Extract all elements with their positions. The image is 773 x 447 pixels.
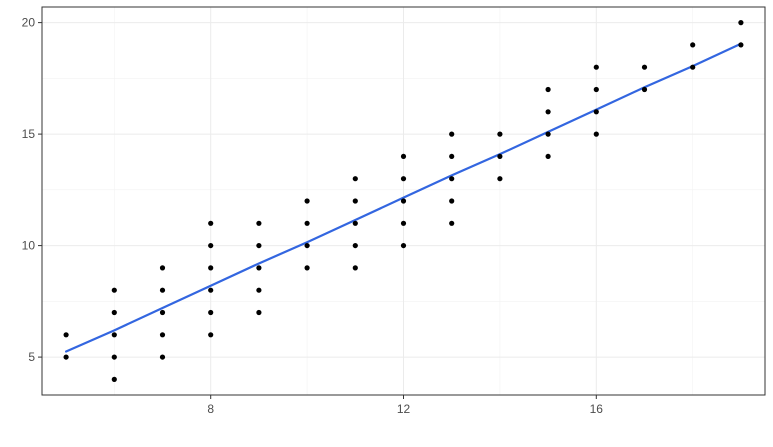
data-point <box>208 220 214 226</box>
data-point <box>111 354 117 360</box>
trend-line-group <box>65 42 742 353</box>
y-tick-label: 15 <box>22 127 36 141</box>
data-point <box>400 153 407 160</box>
data-point <box>352 242 358 249</box>
data-point <box>256 287 262 293</box>
data-point <box>449 198 455 204</box>
y-tick-label: 20 <box>22 16 36 30</box>
data-point <box>304 198 310 204</box>
data-point <box>304 220 310 226</box>
data-point <box>208 242 214 249</box>
data-point <box>208 309 214 316</box>
data-point <box>593 131 599 137</box>
data-point <box>497 176 503 182</box>
data-point <box>159 309 166 316</box>
data-point <box>738 42 744 48</box>
data-point <box>159 332 166 338</box>
data-point <box>497 131 503 137</box>
data-point <box>256 242 262 249</box>
data-point <box>352 265 358 271</box>
data-point <box>690 64 696 70</box>
y-tick-label: 10 <box>22 239 36 253</box>
data-point <box>208 265 214 271</box>
data-point <box>400 242 407 249</box>
data-point <box>208 332 214 338</box>
data-point <box>352 176 358 182</box>
data-point <box>256 220 262 226</box>
data-point <box>111 332 117 338</box>
trend-line <box>65 42 742 353</box>
y-tick-label: 5 <box>28 350 35 364</box>
data-point <box>738 20 744 26</box>
data-point <box>545 109 551 115</box>
data-point <box>545 131 551 137</box>
data-point <box>304 242 310 249</box>
data-point <box>159 265 166 271</box>
data-point <box>208 287 214 293</box>
data-point <box>449 176 455 182</box>
x-tick-label: 12 <box>397 402 411 416</box>
data-point <box>690 42 696 48</box>
data-point <box>593 109 599 115</box>
data-point <box>159 287 166 293</box>
data-point <box>545 153 551 160</box>
data-point <box>63 332 69 338</box>
data-point <box>641 86 648 93</box>
data-point <box>111 287 117 293</box>
data-point <box>593 86 599 93</box>
data-points <box>63 20 744 382</box>
data-point <box>449 131 455 137</box>
data-point <box>304 265 310 271</box>
data-point <box>400 176 407 182</box>
x-tick-label: 16 <box>590 402 604 416</box>
axis-labels: 5 10 15 20 8 12 16 <box>22 16 604 416</box>
data-point <box>593 64 599 70</box>
data-point <box>641 64 648 70</box>
data-point <box>111 376 117 382</box>
data-point <box>449 153 455 160</box>
data-point <box>400 198 407 204</box>
x-tick-label: 8 <box>207 402 214 416</box>
data-point <box>497 153 503 160</box>
data-point <box>545 86 551 93</box>
data-point <box>159 354 166 360</box>
data-point <box>111 309 117 316</box>
data-point <box>352 220 358 226</box>
data-point <box>63 354 69 360</box>
data-point <box>256 309 262 316</box>
data-point <box>352 198 358 204</box>
data-point <box>449 220 455 226</box>
data-point <box>256 265 262 271</box>
data-point <box>400 220 407 226</box>
